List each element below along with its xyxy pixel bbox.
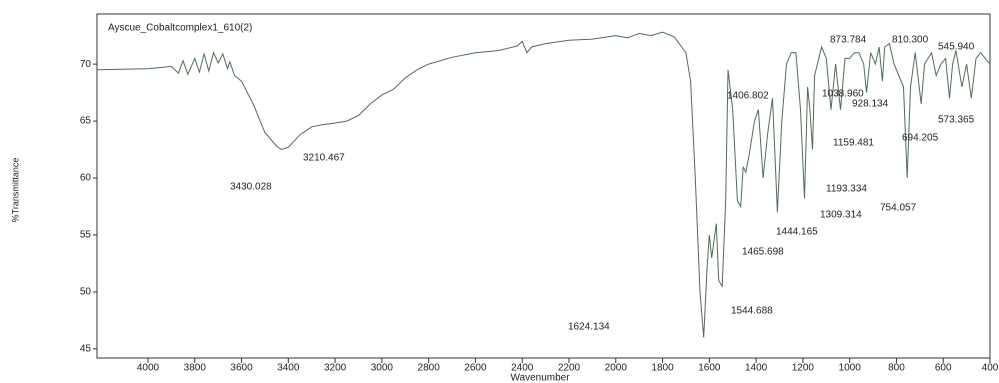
x-tick-label: 2600 bbox=[464, 363, 487, 374]
peak-label: 1544.688 bbox=[731, 306, 773, 317]
peak-label: 1159.481 bbox=[833, 138, 874, 149]
peak-label: 1309.314 bbox=[820, 210, 862, 221]
x-tick-label: 1200 bbox=[792, 363, 815, 374]
x-tick-label: 800 bbox=[888, 363, 905, 374]
x-tick-label: 2800 bbox=[418, 363, 441, 374]
peak-label: 873.784 bbox=[830, 35, 867, 46]
x-tick-label: 3200 bbox=[324, 363, 347, 374]
x-tick-label: 1600 bbox=[698, 363, 721, 374]
x-tick-label: 2200 bbox=[558, 363, 581, 374]
plot-frame bbox=[96, 13, 991, 359]
peak-label: 1038.960 bbox=[822, 89, 864, 100]
y-axis-label: %Transmittance bbox=[10, 158, 20, 223]
chart-title: Ayscue_Cobaltcomplex1_610(2) bbox=[108, 23, 252, 34]
x-tick-label: 1000 bbox=[839, 363, 862, 374]
peak-label: 1406.802 bbox=[727, 91, 769, 102]
x-tick-label: 2400 bbox=[511, 363, 534, 374]
peak-label: 3430.028 bbox=[230, 182, 272, 193]
peak-label: 1444.165 bbox=[776, 227, 818, 238]
peak-label: 928.134 bbox=[852, 99, 889, 110]
y-tick-label: 60 bbox=[80, 173, 92, 184]
x-tick-label: 3800 bbox=[184, 363, 207, 374]
x-tick-label: 2000 bbox=[605, 363, 628, 374]
y-tick-label: 70 bbox=[80, 59, 92, 70]
x-tick-label: 3400 bbox=[277, 363, 300, 374]
peak-label: 1465.698 bbox=[742, 247, 784, 258]
y-tick-label: 65 bbox=[80, 116, 92, 127]
peak-label: 573.365 bbox=[938, 115, 975, 126]
peak-label: 754.057 bbox=[880, 203, 917, 214]
peak-label: 545.940 bbox=[938, 42, 975, 53]
y-tick-label: 45 bbox=[80, 344, 92, 355]
y-tick-label: 55 bbox=[80, 230, 92, 241]
x-tick-label: 4000 bbox=[137, 363, 160, 374]
peak-label: 694.205 bbox=[902, 133, 939, 144]
x-tick-label: 3000 bbox=[371, 363, 394, 374]
x-tick-label: 600 bbox=[935, 363, 952, 374]
x-tick-label: 3600 bbox=[230, 363, 253, 374]
x-tick-label: 1800 bbox=[651, 363, 674, 374]
x-tick-label: 400 bbox=[982, 363, 999, 374]
x-tick-label: 1400 bbox=[745, 363, 768, 374]
peak-label: 810.300 bbox=[892, 35, 929, 46]
x-axis-label: Wavenumber bbox=[510, 373, 570, 383]
peak-label: 3210.467 bbox=[303, 153, 345, 164]
peak-label: 1624.134 bbox=[568, 322, 610, 333]
peak-label: 1193.334 bbox=[826, 184, 867, 195]
y-tick-label: 50 bbox=[80, 287, 92, 298]
spectrum-line bbox=[96, 31, 991, 338]
